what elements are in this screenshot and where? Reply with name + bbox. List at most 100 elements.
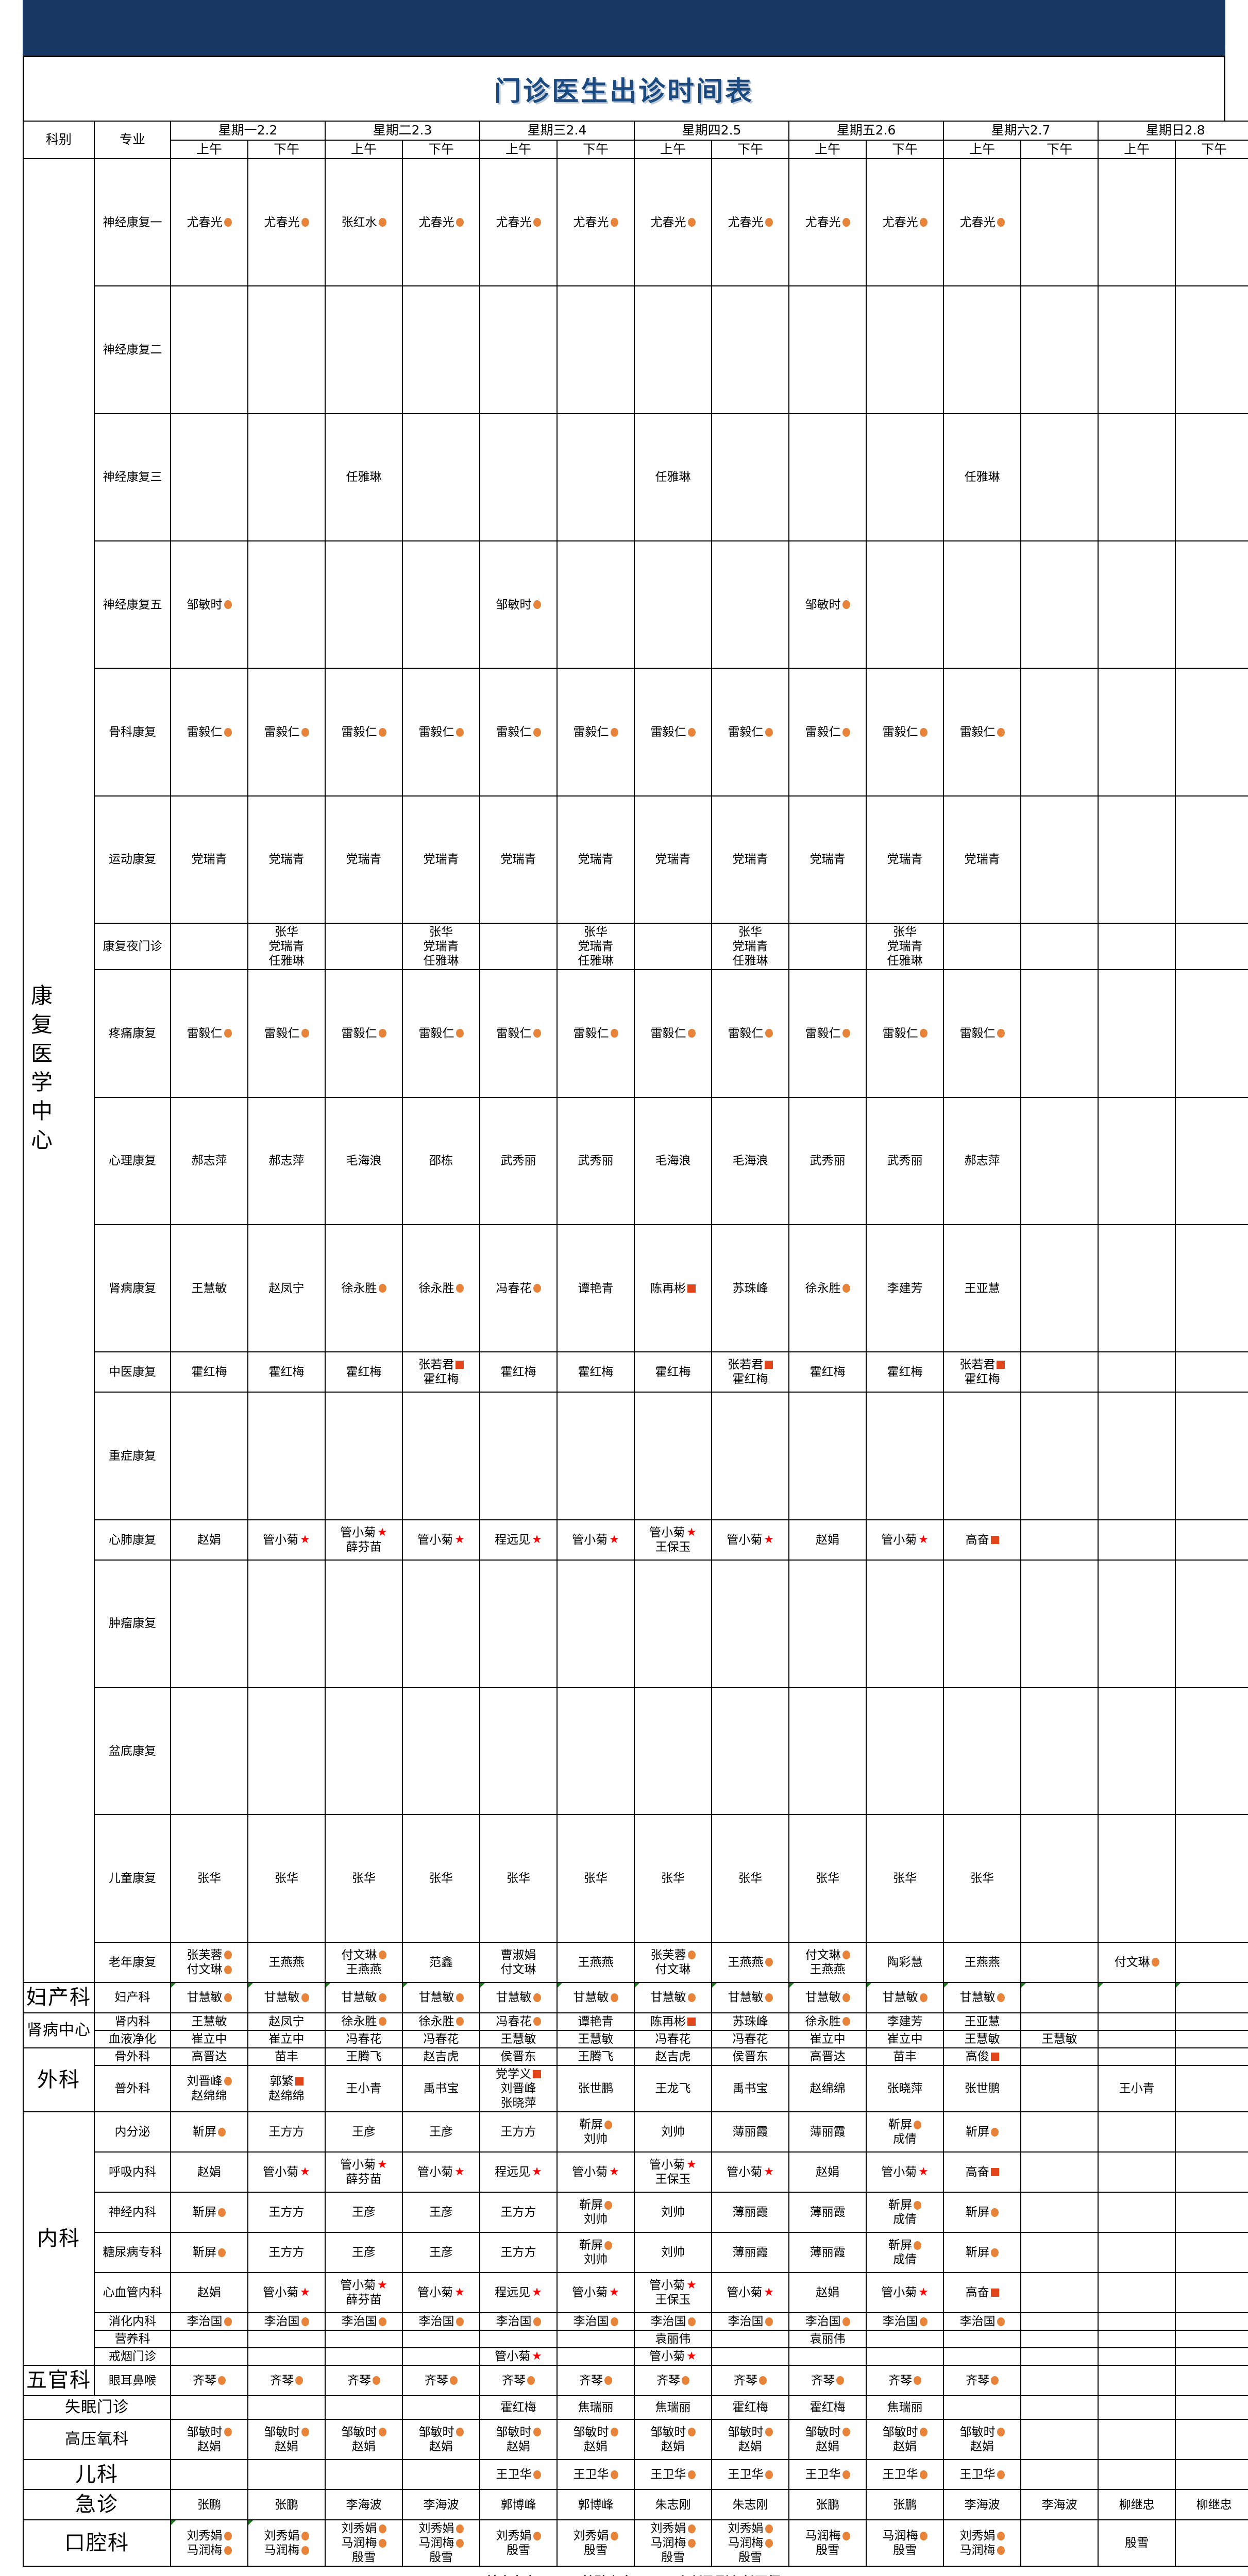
schedule-cell[interactable]: 付文琳王燕燕 (789, 1942, 866, 1982)
schedule-cell[interactable]: 薄丽霞 (789, 2192, 866, 2232)
schedule-cell[interactable]: 邹敏时赵娟 (789, 2419, 866, 2460)
schedule-cell[interactable]: 齐琴 (557, 2365, 634, 2396)
schedule-cell[interactable]: 王方方 (480, 2232, 557, 2273)
schedule-cell[interactable]: 管小菊★ (712, 2152, 789, 2192)
schedule-cell[interactable]: 张华 (789, 1815, 866, 1942)
schedule-cell[interactable] (1021, 2273, 1098, 2313)
schedule-cell[interactable] (789, 2348, 866, 2365)
schedule-cell[interactable] (480, 1392, 557, 1519)
schedule-cell[interactable]: 王慧敏 (480, 2030, 557, 2048)
schedule-cell[interactable]: 李治国 (557, 2313, 634, 2330)
schedule-cell[interactable] (1175, 2273, 1248, 2313)
schedule-cell[interactable] (1021, 2065, 1098, 2112)
schedule-cell[interactable] (789, 414, 866, 541)
schedule-cell[interactable]: 张世鹏 (557, 2065, 634, 2112)
schedule-cell[interactable]: 霍红梅 (480, 1352, 557, 1392)
schedule-cell[interactable]: 李治国 (712, 2313, 789, 2330)
schedule-cell[interactable] (943, 2330, 1021, 2348)
schedule-cell[interactable]: 霍红梅 (325, 1352, 402, 1392)
schedule-cell[interactable] (248, 414, 325, 541)
schedule-cell[interactable]: 徐永胜 (789, 1225, 866, 1352)
schedule-cell[interactable]: 王燕燕 (248, 1942, 325, 1982)
schedule-cell[interactable]: 靳屏刘帅 (557, 2232, 634, 2273)
schedule-cell[interactable]: 靳屏 (171, 2112, 248, 2152)
schedule-cell[interactable]: 甘慧敏 (171, 1982, 248, 2013)
schedule-cell[interactable]: 王方方 (248, 2112, 325, 2152)
schedule-cell[interactable]: 齐琴 (866, 2365, 943, 2396)
schedule-cell[interactable]: 王卫华 (712, 2460, 789, 2490)
schedule-cell[interactable]: 王卫华 (866, 2460, 943, 2490)
schedule-cell[interactable]: 高奋 (943, 2273, 1021, 2313)
schedule-cell[interactable]: 陈再彬 (634, 2013, 712, 2030)
schedule-cell[interactable] (325, 2348, 402, 2365)
schedule-cell[interactable] (1098, 1560, 1175, 1687)
schedule-cell[interactable]: 靳屏成倩 (866, 2192, 943, 2232)
schedule-cell[interactable] (1098, 2460, 1175, 2490)
schedule-cell[interactable]: 王卫华 (557, 2460, 634, 2490)
schedule-cell[interactable]: 尤春光 (171, 159, 248, 286)
schedule-cell[interactable] (480, 286, 557, 413)
schedule-cell[interactable] (171, 1392, 248, 1519)
schedule-cell[interactable] (1098, 668, 1175, 795)
schedule-cell[interactable]: 王慧敏 (171, 1225, 248, 1352)
schedule-cell[interactable] (1021, 2419, 1098, 2460)
schedule-cell[interactable]: 毛海浪 (712, 1097, 789, 1225)
schedule-cell[interactable]: 雷毅仁 (480, 970, 557, 1097)
schedule-cell[interactable]: 王腾飞 (557, 2048, 634, 2065)
schedule-cell[interactable]: 靳屏 (943, 2232, 1021, 2273)
schedule-cell[interactable]: 王慧敏 (171, 2013, 248, 2030)
schedule-cell[interactable]: 李治国 (866, 2313, 943, 2330)
schedule-cell[interactable]: 齐琴 (712, 2365, 789, 2396)
schedule-cell[interactable]: 李建芳 (866, 1225, 943, 1352)
schedule-cell[interactable]: 雷毅仁 (943, 668, 1021, 795)
schedule-cell[interactable] (1098, 1687, 1175, 1815)
schedule-cell[interactable] (1175, 2365, 1248, 2396)
schedule-cell[interactable]: 管小菊★ (402, 2152, 480, 2192)
schedule-cell[interactable]: 甘慧敏 (325, 1982, 402, 2013)
schedule-cell[interactable]: 甘慧敏 (634, 1982, 712, 2013)
schedule-cell[interactable]: 冯春花 (712, 2030, 789, 2048)
schedule-cell[interactable]: 雷毅仁 (480, 668, 557, 795)
schedule-cell[interactable] (1021, 2013, 1098, 2030)
schedule-cell[interactable]: 李治国 (634, 2313, 712, 2330)
schedule-cell[interactable] (943, 1560, 1021, 1687)
schedule-cell[interactable]: 王亚慧 (943, 1225, 1021, 1352)
schedule-cell[interactable] (1098, 414, 1175, 541)
schedule-cell[interactable]: 高奋 (943, 2152, 1021, 2192)
schedule-cell[interactable]: 邹敏时 (171, 541, 248, 668)
schedule-cell[interactable]: 靳屏刘帅 (557, 2112, 634, 2152)
schedule-cell[interactable] (1021, 1942, 1098, 1982)
schedule-cell[interactable] (1175, 1392, 1248, 1519)
schedule-cell[interactable]: 齐琴 (943, 2365, 1021, 2396)
schedule-cell[interactable] (480, 923, 557, 970)
schedule-cell[interactable] (712, 1560, 789, 1687)
schedule-cell[interactable]: 靳屏 (943, 2112, 1021, 2152)
schedule-cell[interactable] (402, 1687, 480, 1815)
schedule-cell[interactable]: 张华党瑞青任雅琳 (712, 923, 789, 970)
schedule-cell[interactable] (1021, 2348, 1098, 2365)
schedule-cell[interactable]: 张若君霍红梅 (402, 1352, 480, 1392)
schedule-cell[interactable]: 张华 (557, 1815, 634, 1942)
schedule-cell[interactable] (943, 1687, 1021, 1815)
schedule-cell[interactable]: 张华 (325, 1815, 402, 1942)
schedule-cell[interactable]: 党瑞青 (171, 796, 248, 923)
schedule-cell[interactable]: 邹敏时 (480, 541, 557, 668)
schedule-cell[interactable] (789, 1392, 866, 1519)
schedule-cell[interactable] (171, 2348, 248, 2365)
schedule-cell[interactable]: 刘秀娟殷雪 (557, 2520, 634, 2566)
schedule-cell[interactable]: 邹敏时赵娟 (248, 2419, 325, 2460)
schedule-cell[interactable]: 甘慧敏 (866, 1982, 943, 2013)
schedule-cell[interactable]: 管小菊★王保玉 (634, 2152, 712, 2192)
schedule-cell[interactable]: 高晋达 (171, 2048, 248, 2065)
schedule-cell[interactable]: 冯春花 (325, 2030, 402, 2048)
schedule-cell[interactable] (712, 1687, 789, 1815)
schedule-cell[interactable] (1098, 970, 1175, 1097)
schedule-cell[interactable] (866, 1687, 943, 1815)
schedule-cell[interactable] (712, 286, 789, 413)
schedule-cell[interactable]: 管小菊★ (557, 2273, 634, 2313)
schedule-cell[interactable]: 管小菊★ (402, 2273, 480, 2313)
schedule-cell[interactable] (248, 1392, 325, 1519)
schedule-cell[interactable]: 邹敏时赵娟 (866, 2419, 943, 2460)
schedule-cell[interactable]: 张鹏 (248, 2489, 325, 2520)
schedule-cell[interactable]: 王燕燕 (712, 1942, 789, 1982)
